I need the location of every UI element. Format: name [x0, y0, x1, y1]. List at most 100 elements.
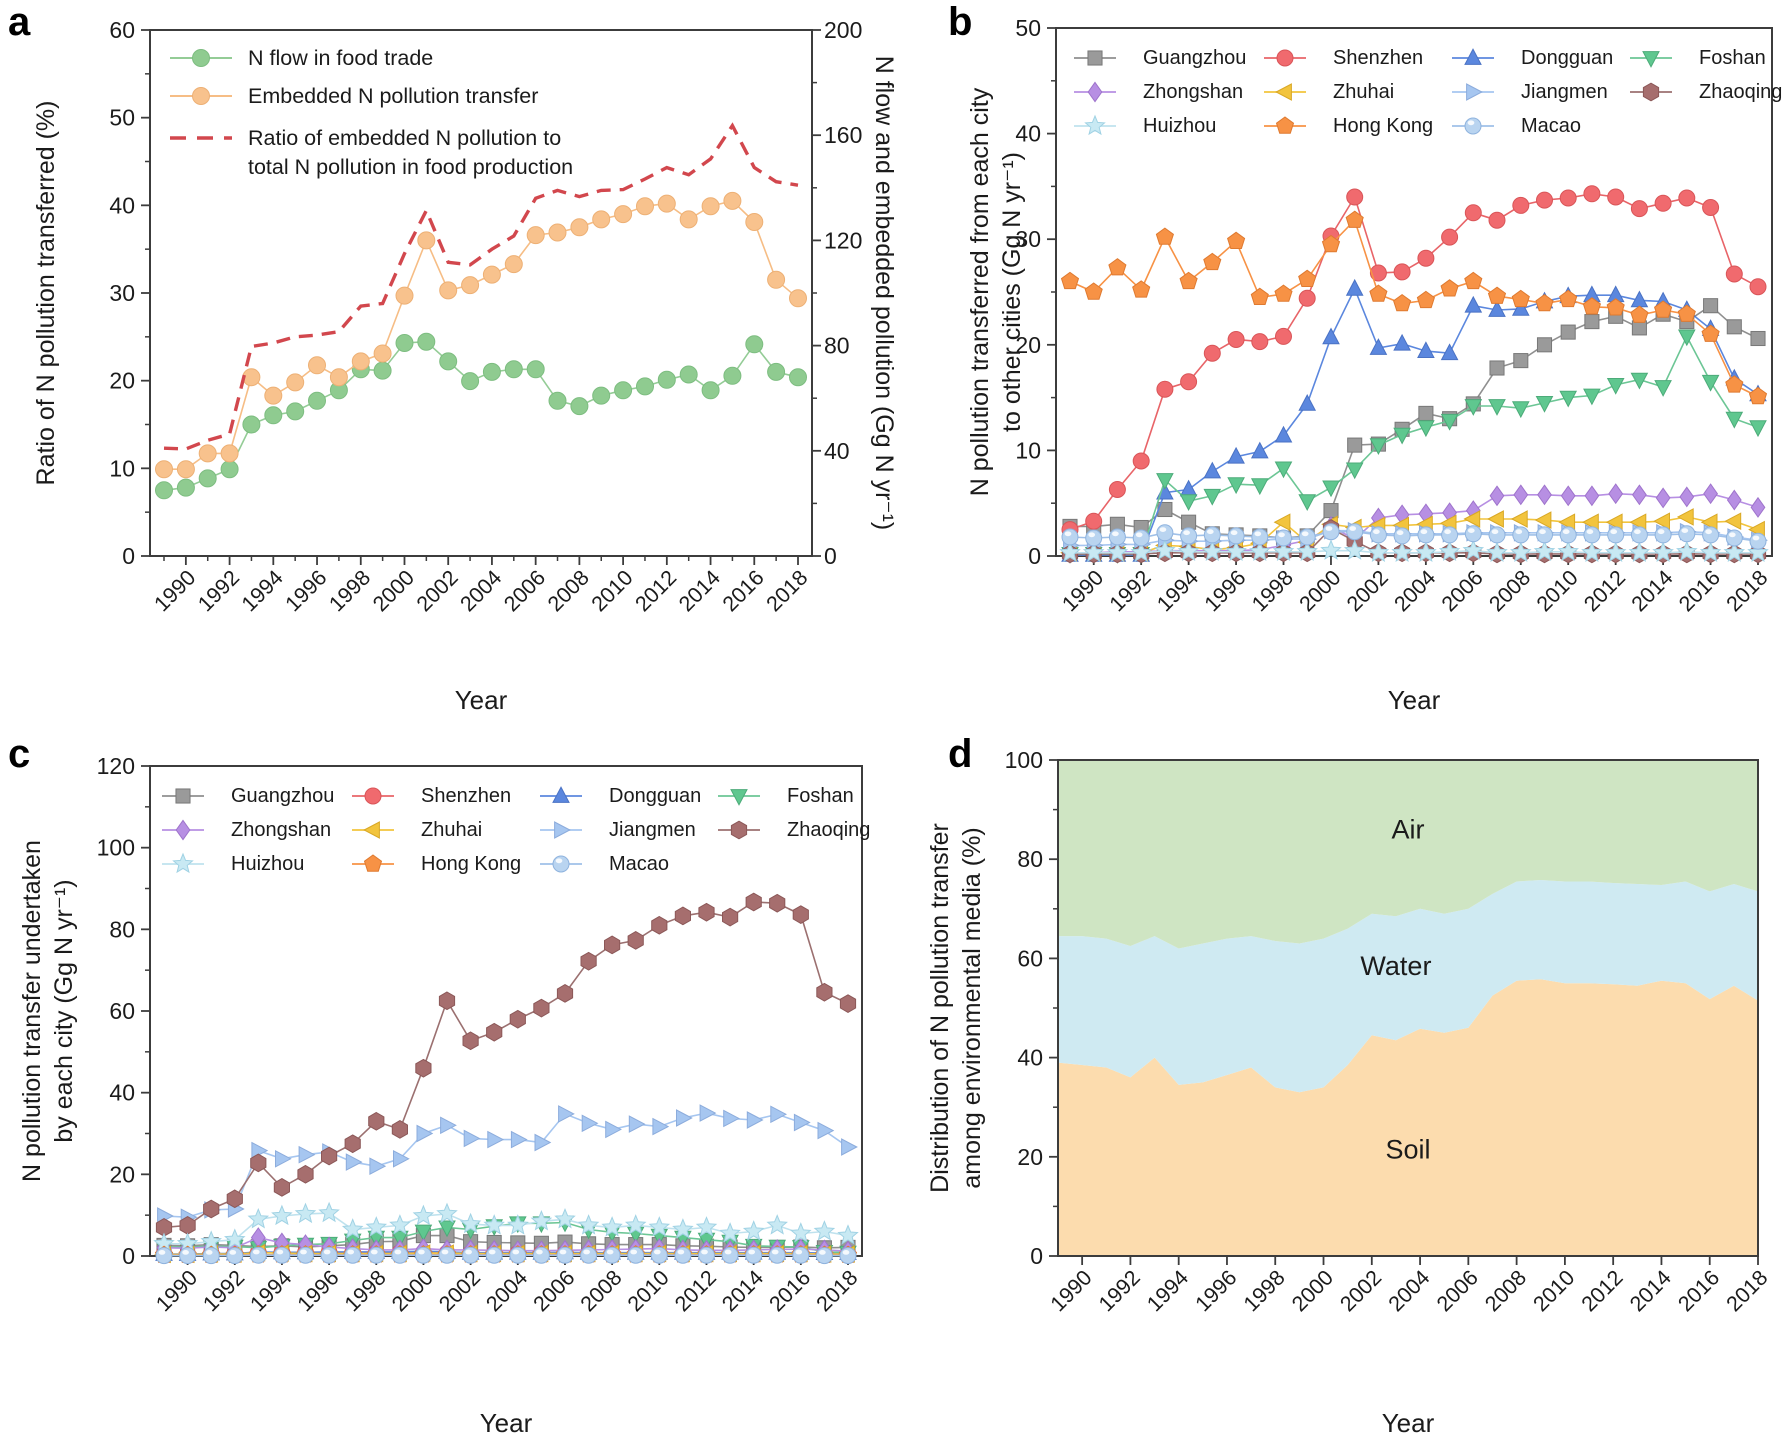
data-point: [1251, 528, 1269, 546]
legend-item-guangzhou: Guangzhou: [1074, 47, 1246, 69]
data-point: [558, 1105, 575, 1123]
y-axis-title-line: N pollution transfer undertaken: [18, 840, 46, 1182]
data-point: [1512, 196, 1530, 214]
data-point: [1369, 526, 1387, 544]
data-point: [614, 381, 633, 400]
data-point: [1438, 540, 1461, 561]
data-point: [721, 1246, 739, 1264]
data-point: [1535, 293, 1554, 312]
data-point: [1678, 525, 1696, 543]
data-point: [1227, 477, 1245, 495]
data-point: [1560, 324, 1576, 340]
x-tick-label: 1990: [1057, 565, 1108, 616]
data-point: [1082, 541, 1105, 562]
x-tick-label: 2012: [1577, 1266, 1628, 1317]
data-point: [650, 1246, 668, 1264]
data-point: [1702, 526, 1720, 544]
data-point: [1535, 396, 1554, 413]
data-point: [395, 286, 414, 305]
data-point: [1415, 541, 1437, 562]
data-point: [1180, 373, 1198, 391]
data-point: [1203, 344, 1221, 362]
x-tick-label: 1994: [1152, 565, 1203, 616]
data-point: [483, 1214, 505, 1235]
y-tick-label: 0: [1028, 543, 1041, 569]
data-point: [526, 360, 545, 379]
legend-label: Zhaoqing: [787, 819, 870, 841]
data-point: [1346, 523, 1364, 541]
data-point: [581, 1114, 599, 1133]
data-point: [1605, 513, 1623, 532]
x-tick-label: 1996: [293, 1265, 344, 1316]
data-point: [577, 1214, 600, 1235]
x-axis: 1990199219941996199820002002200420062008…: [1046, 1256, 1773, 1438]
series-embedded-n-pollution-transfer: [155, 191, 807, 479]
data-point: [1513, 484, 1529, 506]
data-point: [1699, 541, 1722, 562]
x-tick-label: 2018: [762, 565, 813, 616]
data-point: [297, 1164, 314, 1184]
data-point: [603, 1246, 621, 1264]
series-line: [163, 122, 799, 451]
data-point: [369, 1157, 387, 1176]
data-point: [813, 1220, 836, 1241]
data-point: [1343, 539, 1366, 560]
series-line: [163, 340, 799, 492]
data-point: [247, 1207, 270, 1229]
x-tick-label: 2014: [717, 1265, 768, 1316]
data-point: [790, 1222, 812, 1243]
x-tick-label: 2006: [1432, 1265, 1483, 1316]
x-tick-label: 2002: [1342, 566, 1393, 617]
x-tick-label: 2006: [529, 1265, 580, 1316]
data-point: [1367, 541, 1390, 562]
data-point: [318, 1201, 340, 1223]
data-point: [1630, 372, 1649, 390]
data-point: [1487, 510, 1504, 528]
data-point: [1323, 503, 1339, 519]
data-point: [768, 1246, 786, 1264]
y-axis-right: 0 40 80 120 160 200: [812, 17, 862, 569]
legend-label: Zhongshan: [1143, 81, 1243, 103]
data-point: [605, 1120, 622, 1139]
data-point: [179, 1247, 197, 1265]
data-point: [1725, 411, 1744, 429]
data-point: [1440, 413, 1459, 431]
data-point: [1536, 191, 1553, 209]
data-point: [1606, 378, 1625, 395]
legend-label: Shenzhen: [421, 785, 511, 807]
x-tick-label: 2004: [1390, 565, 1441, 616]
data-point: [308, 356, 326, 375]
data-point: [1250, 441, 1269, 459]
x-tick-label: 1998: [340, 1265, 391, 1316]
y-axis-title-line: N pollution transferred from each city: [966, 87, 994, 496]
data-point: [462, 1031, 479, 1051]
data-point: [176, 478, 195, 497]
data-point: [657, 194, 676, 213]
x-tick-label: 2018: [812, 1265, 863, 1316]
triangle-up-icon: [1464, 48, 1482, 65]
data-point: [1677, 329, 1696, 347]
y-tick-label: 120: [824, 227, 862, 253]
data-point: [1464, 399, 1483, 416]
data-point: [1179, 479, 1198, 497]
x-tick-label: 1990: [150, 565, 201, 616]
data-point: [220, 444, 239, 463]
data-point: [767, 362, 786, 381]
y-axis-left: 0 10 20 30 40 50: [1015, 15, 1056, 569]
data-point: [1606, 298, 1625, 316]
legend-label: Embedded N pollution transfer: [248, 84, 538, 108]
legend-item-foshan: Foshan: [1630, 47, 1766, 69]
data-point: [286, 373, 305, 392]
y-tick-label: 60: [109, 998, 135, 1024]
series-line: [163, 901, 849, 1229]
data-point: [504, 255, 523, 274]
data-point: [1607, 188, 1625, 206]
legend-label: Huizhou: [1143, 115, 1216, 137]
y-tick-label: 80: [109, 916, 135, 942]
legend-label: Macao: [1521, 115, 1581, 137]
data-point: [176, 460, 195, 479]
data-point: [723, 1109, 740, 1128]
data-point: [556, 1246, 574, 1264]
legend-item-dongguan: Dongguan: [1452, 47, 1613, 69]
panel-b: b 0 10 20 30 40 50 N pollution transferred fro…: [896, 0, 1792, 720]
